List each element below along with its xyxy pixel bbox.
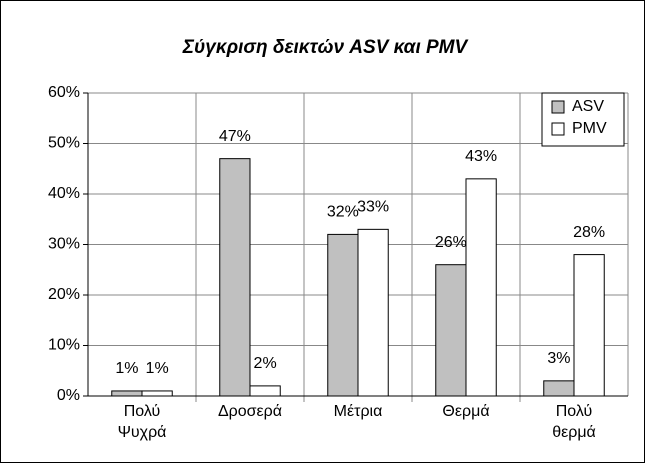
value-label: 2% xyxy=(254,355,277,372)
value-label: 32% xyxy=(327,204,359,221)
x-tick-label: Θερμά xyxy=(442,403,489,420)
legend-label: ASV xyxy=(572,98,604,115)
y-tick-label: 20% xyxy=(48,286,80,303)
x-tick-label: Δροσερά xyxy=(218,403,282,420)
bar xyxy=(543,380,575,397)
value-label: 47% xyxy=(219,128,251,145)
y-tick-label: 40% xyxy=(48,185,80,202)
value-label: 33% xyxy=(357,199,389,216)
x-tick-label: Πολύ θερμά xyxy=(552,403,596,441)
value-label: 1% xyxy=(115,360,138,377)
x-tick-label: Μέτρια xyxy=(334,403,383,420)
legend-label: PMV xyxy=(572,120,607,137)
value-label: 3% xyxy=(547,350,570,367)
chart-title: Σύγκριση δεικτών ASV και PMV xyxy=(182,37,469,58)
bar xyxy=(111,390,143,397)
value-label: 1% xyxy=(146,360,169,377)
bar xyxy=(249,385,281,397)
value-label: 26% xyxy=(435,234,467,251)
y-tick-label: 60% xyxy=(48,84,80,101)
legend-swatch xyxy=(551,122,565,136)
legend-swatch xyxy=(551,100,565,114)
bar xyxy=(465,178,497,397)
y-tick-label: 10% xyxy=(48,337,80,354)
bar xyxy=(141,390,173,397)
bar xyxy=(435,264,467,397)
bar xyxy=(327,233,359,397)
y-tick-label: 0% xyxy=(57,387,80,404)
bar xyxy=(219,158,251,397)
y-tick-label: 50% xyxy=(48,135,80,152)
x-tick-label: Πολύ Ψυχρά xyxy=(118,403,167,441)
y-tick-label: 30% xyxy=(48,236,80,253)
value-label: 28% xyxy=(573,224,605,241)
bar xyxy=(357,228,389,397)
bar xyxy=(573,254,605,397)
value-label: 43% xyxy=(465,148,497,165)
